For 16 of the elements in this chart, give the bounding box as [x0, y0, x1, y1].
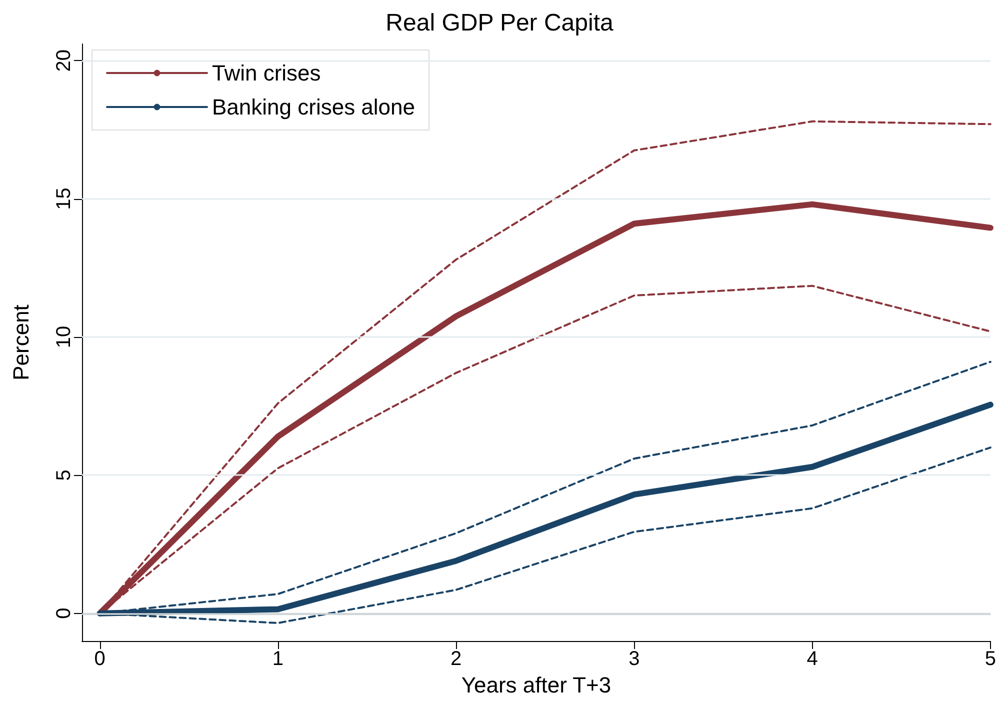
- y-tick-label: 20: [53, 49, 75, 72]
- y-tick-label: 0: [53, 608, 75, 619]
- legend-label: Banking crises alone: [212, 94, 416, 120]
- y-axis-title: Percent: [8, 304, 34, 380]
- x-tick-label: 1: [272, 648, 284, 670]
- x-tick-label: 4: [806, 648, 818, 670]
- legend-label: Twin crises: [212, 60, 321, 86]
- x-tick-label: 2: [450, 648, 462, 670]
- y-tick-label: 15: [53, 188, 75, 210]
- chart-title: Real GDP Per Capita: [386, 10, 614, 36]
- x-tick-label: 3: [628, 648, 640, 670]
- y-tick-label: 5: [53, 470, 75, 481]
- x-tick-label: 0: [94, 648, 106, 670]
- y-tick-label: 10: [53, 326, 75, 348]
- x-tick-label: 5: [984, 648, 996, 670]
- x-axis-title: Years after T+3: [461, 672, 612, 698]
